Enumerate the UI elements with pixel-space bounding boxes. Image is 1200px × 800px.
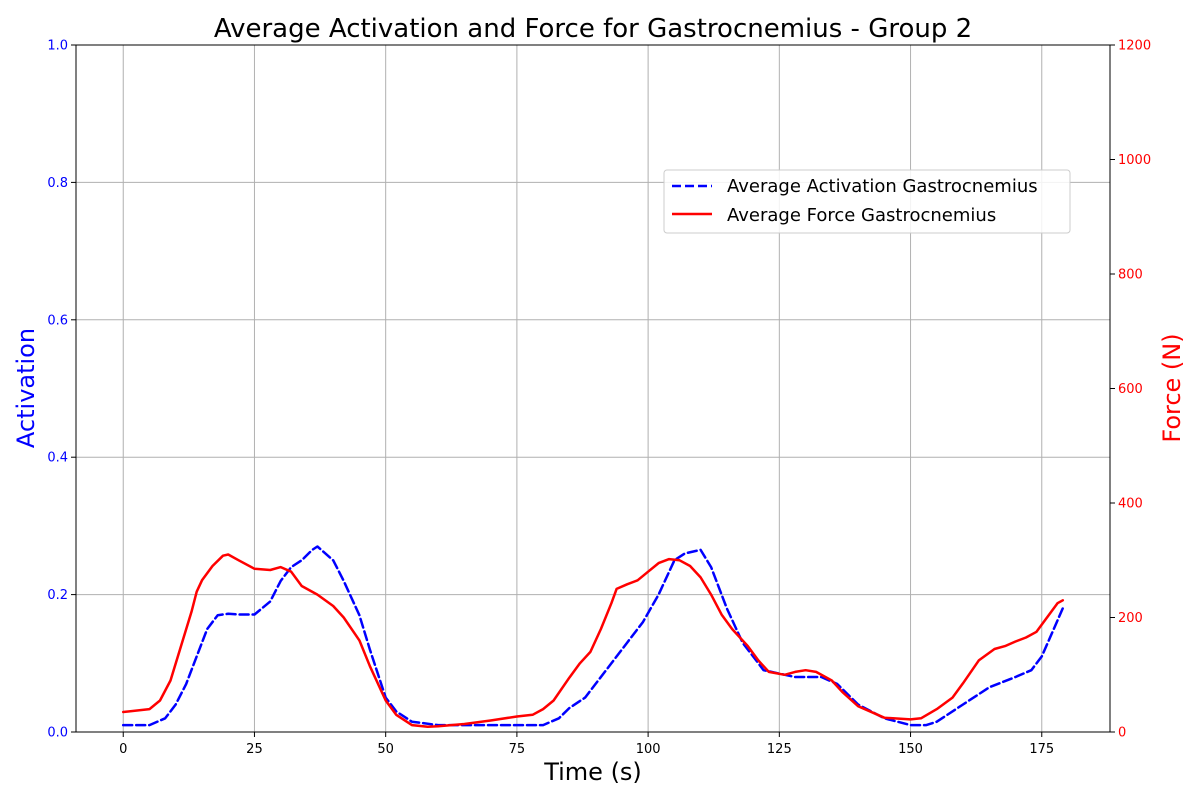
x-tick-label: 175 [1029, 742, 1054, 757]
legend-activation-label: Average Activation Gastrocnemius [727, 176, 1038, 197]
activation-series-line [121, 545, 1065, 727]
y2-tick-label: 600 [1118, 382, 1143, 397]
y-tick-label: 0.8 [47, 176, 68, 191]
x-tick-label: 75 [509, 742, 526, 757]
chart-title: Average Activation and Force for Gastroc… [214, 14, 972, 44]
y-tick-label: 1.0 [47, 39, 68, 54]
y2-tick-label: 1000 [1118, 153, 1151, 168]
y2-tick-label: 200 [1118, 611, 1143, 626]
y2-tick-label: 400 [1118, 497, 1143, 512]
legend-box [663, 169, 1071, 234]
y2-ticks: 0 200 400 600 800 1000 1200 [1110, 39, 1151, 741]
y-axis-label: Activation [12, 328, 40, 448]
x-tick-label: 100 [636, 742, 661, 757]
force-series-line [121, 553, 1065, 729]
y-tick-label: 0.6 [47, 313, 68, 328]
y-ticks: 0.0 0.2 0.4 0.6 0.8 1.0 [47, 39, 76, 741]
series-layer [121, 545, 1065, 729]
y-tick-label: 0.4 [47, 451, 68, 466]
legend-force-label: Average Force Gastrocnemius [727, 205, 996, 226]
grid [76, 44, 1110, 733]
y2-tick-label: 1200 [1118, 39, 1151, 54]
y-tick-label: 0.0 [47, 726, 68, 741]
y2-tick-label: 800 [1118, 268, 1143, 283]
x-tick-label: 50 [377, 742, 394, 757]
x-axis-label: Time (s) [543, 758, 642, 786]
x-ticks: 0 25 50 75 100 125 150 175 [119, 732, 1054, 757]
x-tick-label: 0 [119, 742, 127, 757]
y2-tick-label: 0 [1118, 726, 1126, 741]
plot-frame [75, 44, 1111, 733]
y2-axis-label: Force (N) [1158, 333, 1186, 442]
legend: Average Activation Gastrocnemius Average… [663, 169, 1071, 234]
x-tick-label: 25 [246, 742, 263, 757]
x-tick-label: 125 [767, 742, 792, 757]
y-tick-label: 0.2 [47, 588, 68, 603]
x-tick-label: 150 [898, 742, 923, 757]
